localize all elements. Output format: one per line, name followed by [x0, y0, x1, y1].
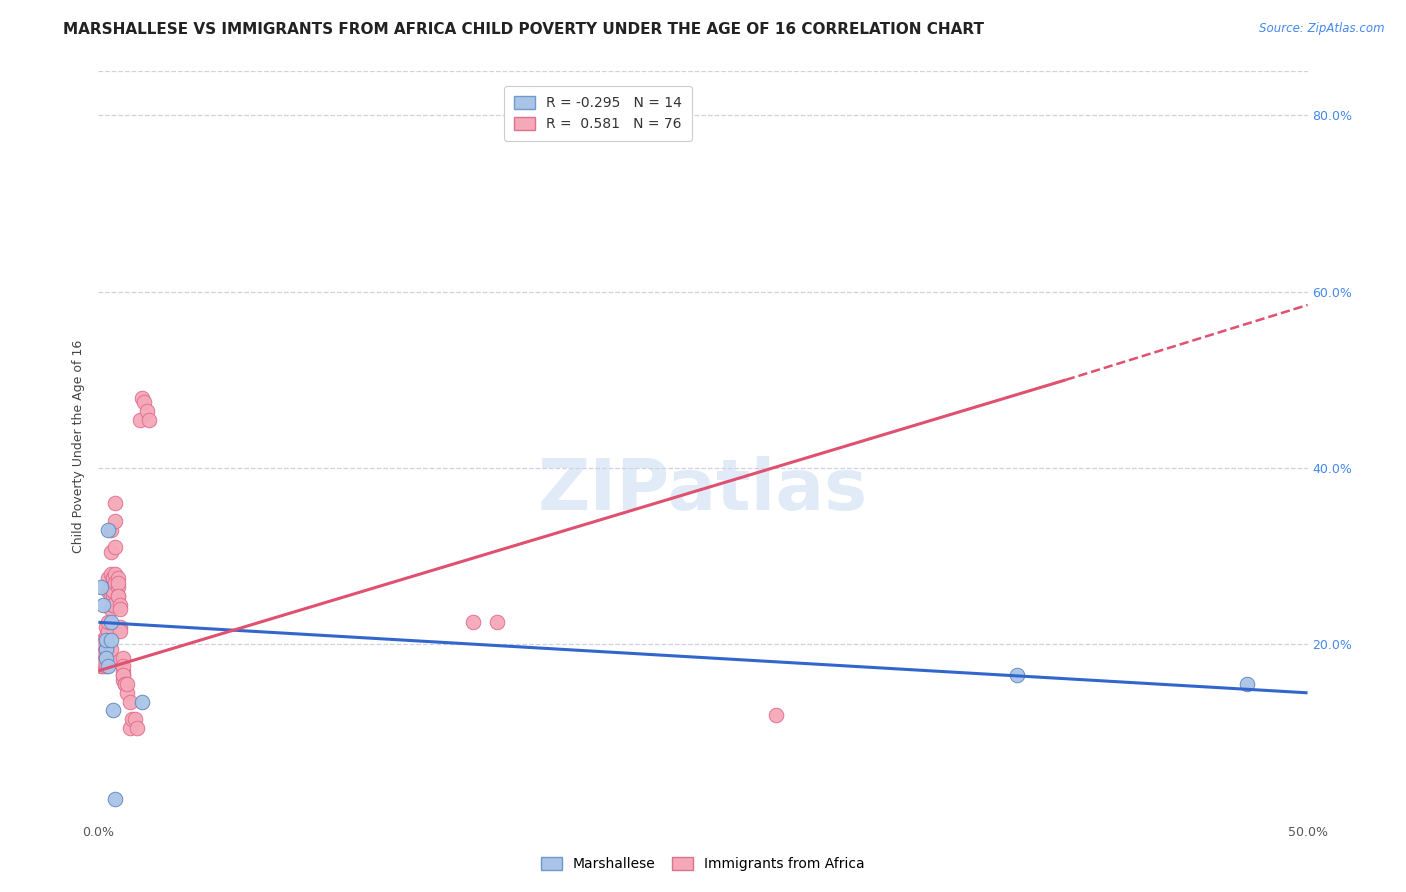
Point — [107, 589, 129, 603]
Point — [114, 677, 136, 691]
Point — [94, 650, 117, 665]
Point — [100, 632, 122, 647]
Point — [118, 721, 141, 735]
Point — [101, 584, 124, 599]
Point — [101, 703, 124, 717]
Legend: Marshallese, Immigrants from Africa: Marshallese, Immigrants from Africa — [534, 850, 872, 878]
Point — [91, 655, 114, 669]
Point — [90, 650, 112, 665]
Point — [94, 641, 117, 656]
Point — [101, 589, 124, 603]
Point — [101, 598, 124, 612]
Point — [111, 668, 134, 682]
Point — [104, 566, 127, 581]
Point — [91, 641, 114, 656]
Point — [94, 632, 117, 647]
Point — [138, 412, 160, 426]
Point — [101, 571, 124, 585]
Point — [104, 791, 127, 805]
Point — [101, 598, 124, 612]
Point — [91, 659, 114, 673]
Point — [765, 707, 787, 722]
Point — [117, 686, 139, 700]
Point — [108, 598, 131, 612]
Point — [94, 628, 117, 642]
Point — [90, 659, 112, 673]
Point — [101, 571, 124, 585]
Text: Source: ZipAtlas.com: Source: ZipAtlas.com — [1260, 22, 1385, 36]
Point — [91, 650, 114, 665]
Point — [134, 395, 156, 409]
Point — [97, 584, 120, 599]
Point — [486, 615, 509, 630]
Point — [104, 496, 127, 510]
Point — [107, 580, 129, 594]
Point — [94, 659, 117, 673]
Legend: R = -0.295   N = 14, R =  0.581   N = 76: R = -0.295 N = 14, R = 0.581 N = 76 — [505, 86, 692, 141]
Point — [100, 602, 122, 616]
Point — [107, 589, 129, 603]
Point — [128, 412, 150, 426]
Point — [108, 624, 131, 639]
Point — [90, 641, 112, 656]
Point — [91, 637, 114, 651]
Point — [94, 650, 117, 665]
Text: ZIPatlas: ZIPatlas — [538, 457, 868, 525]
Point — [97, 615, 120, 630]
Point — [100, 650, 122, 665]
Point — [135, 403, 157, 417]
Point — [104, 575, 127, 590]
Point — [111, 668, 134, 682]
Point — [91, 598, 114, 612]
Point — [1007, 668, 1029, 682]
Point — [111, 664, 134, 678]
Point — [108, 620, 131, 634]
Point — [107, 575, 129, 590]
Point — [108, 602, 131, 616]
Point — [91, 632, 114, 647]
Point — [101, 584, 124, 599]
Point — [94, 650, 117, 665]
Point — [111, 673, 134, 687]
Text: MARSHALLESE VS IMMIGRANTS FROM AFRICA CHILD POVERTY UNDER THE AGE OF 16 CORRELAT: MARSHALLESE VS IMMIGRANTS FROM AFRICA CH… — [63, 22, 984, 37]
Point — [91, 646, 114, 660]
Point — [94, 641, 117, 656]
Point — [127, 721, 149, 735]
Point — [90, 646, 112, 660]
Point — [118, 695, 141, 709]
Point — [104, 541, 127, 555]
Point — [100, 566, 122, 581]
Point — [100, 523, 122, 537]
Point — [97, 646, 120, 660]
Point — [114, 677, 136, 691]
Point — [131, 391, 153, 405]
Point — [97, 624, 120, 639]
Point — [107, 571, 129, 585]
Point — [100, 615, 122, 630]
Point — [97, 659, 120, 673]
Point — [111, 650, 134, 665]
Point — [100, 545, 122, 559]
Point — [97, 571, 120, 585]
Point — [97, 523, 120, 537]
Point — [111, 659, 134, 673]
Point — [94, 641, 117, 656]
Point — [131, 695, 153, 709]
Point — [121, 712, 143, 726]
Point — [90, 580, 112, 594]
Point — [463, 615, 485, 630]
Point — [100, 589, 122, 603]
Point — [100, 641, 122, 656]
Point — [101, 571, 124, 585]
Point — [94, 620, 117, 634]
Point — [1236, 677, 1258, 691]
Point — [117, 677, 139, 691]
Point — [104, 514, 127, 528]
Y-axis label: Child Poverty Under the Age of 16: Child Poverty Under the Age of 16 — [72, 339, 86, 553]
Point — [94, 632, 117, 647]
Point — [124, 712, 146, 726]
